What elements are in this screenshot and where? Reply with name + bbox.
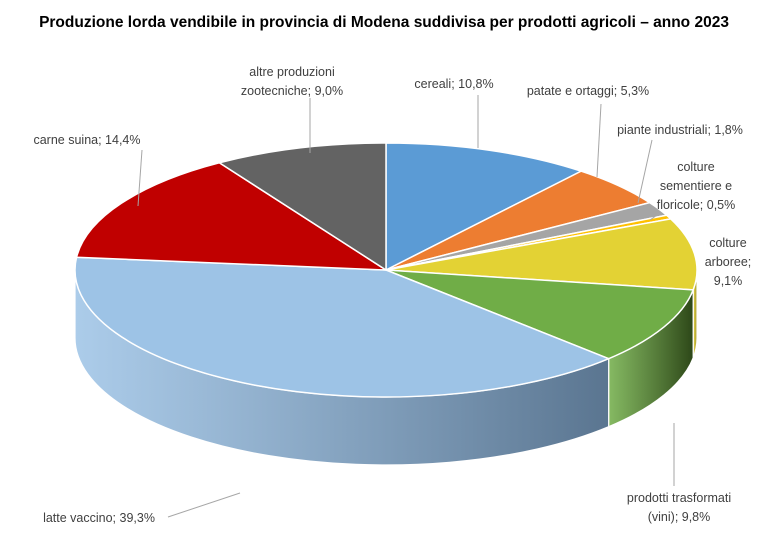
pie-slice-altre-produzioni-zootecniche — [218, 142, 387, 271]
data-label-colture-arboree: colture arboree; 9,1% — [705, 236, 752, 288]
data-label-colture-sementiere-e-floricole: colture sementiere e floricole; 0,5% — [657, 160, 736, 212]
pie-slice-cereali — [385, 142, 582, 271]
data-label-patate-e-ortaggi: patate e ortaggi; 5,3% — [527, 84, 649, 98]
leader-line-carne-suina — [137, 149, 143, 207]
pie-top-faces — [74, 142, 698, 398]
pie-slice-carne-suina — [75, 162, 387, 271]
leader-line-patate-e-ortaggi — [596, 103, 602, 178]
leader-line-colture-sementiere-e-floricole — [649, 212, 661, 221]
pie-slice-latte-vaccino — [74, 256, 610, 398]
data-label-altre-produzioni-zootecniche: altre produzioni zootecniche; 9,0% — [241, 65, 343, 98]
data-label-carne-suina: carne suina; 14,4% — [33, 133, 140, 147]
leader-line-latte-vaccino — [167, 492, 241, 518]
pie-slice-prodotti-trasformati-vini — [385, 269, 694, 360]
data-label-piante-industriali: piante industriali; 1,8% — [617, 123, 743, 137]
data-label-cereali: cereali; 10,8% — [414, 77, 493, 91]
data-label-latte-vaccino: latte vaccino; 39,3% — [43, 511, 155, 525]
chart-title: Produzione lorda vendibile in provincia … — [39, 14, 729, 31]
pie-slice-colture-arboree — [385, 218, 698, 291]
data-labels: cereali; 10,8% patate e ortaggi; 5,3% pian… — [33, 65, 751, 525]
data-label-prodotti-trasformati-vini: prodotti trasformati (vini); 9,8% — [627, 491, 731, 524]
leader-line-piante-industriali — [637, 139, 653, 204]
